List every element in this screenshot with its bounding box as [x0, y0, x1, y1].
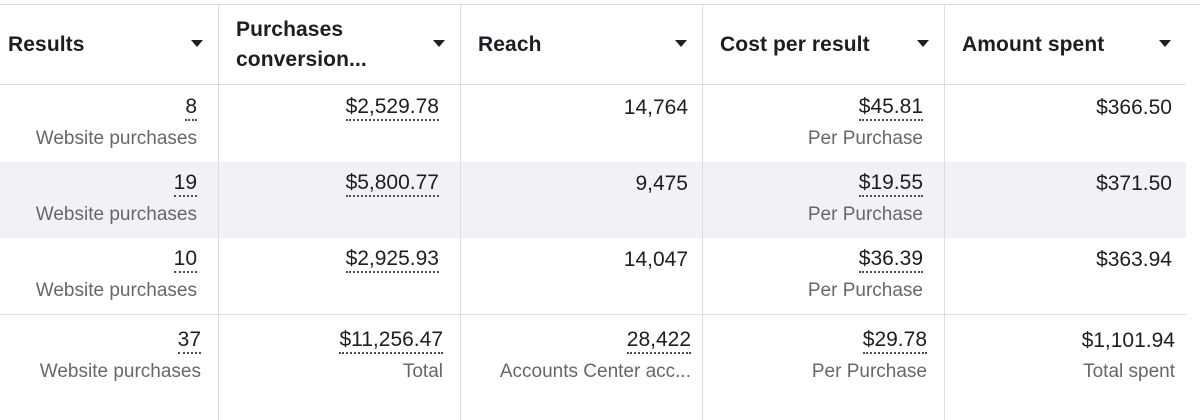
amount-value: $363.94 [1096, 248, 1172, 271]
header-label: Amount spent [962, 33, 1105, 56]
purchases-cell: $5,800.77 [219, 171, 460, 197]
total-divider [0, 314, 1200, 315]
total-reach-subtitle: Accounts Center acc... [499, 361, 691, 382]
results-value[interactable]: 8 [185, 95, 197, 121]
caret-down-icon[interactable] [191, 40, 203, 47]
total-row: 37 Website purchases [0, 328, 218, 384]
total-amount-subtitle: Total spent [1083, 361, 1175, 382]
column-divider [702, 5, 703, 420]
header-label: Results [8, 33, 85, 56]
header-label: Reach [478, 33, 542, 56]
header-label-line2: conversion... [236, 48, 367, 71]
reach-value: 14,047 [623, 248, 688, 271]
cost-subtitle: Per Purchase [807, 280, 923, 301]
column-divider [218, 5, 219, 420]
amount-value: $371.50 [1096, 172, 1172, 195]
total-cost-subtitle: Per Purchase [811, 361, 927, 382]
purchases-value[interactable]: $2,925.93 [345, 247, 439, 273]
caret-down-icon[interactable] [433, 40, 445, 47]
next-column-edge [1186, 5, 1200, 420]
amount-cell: $363.94 [945, 247, 1186, 273]
results-value[interactable]: 10 [173, 247, 197, 273]
total-amount-value: $1,101.94 [1081, 329, 1175, 352]
header-label: Cost per result [720, 33, 870, 56]
cost-cell: $36.39 Per Purchase [703, 247, 944, 303]
caret-down-icon[interactable] [917, 40, 929, 47]
results-value[interactable]: 19 [173, 171, 197, 197]
results-subtitle: Website purchases [35, 280, 197, 301]
column-header-amount-spent[interactable]: Amount spent [945, 5, 1186, 85]
table-row: 10 Website purchases [0, 247, 218, 303]
total-reach-value[interactable]: 28,422 [626, 328, 691, 354]
purchases-value[interactable]: $2,529.78 [345, 95, 439, 121]
table-top-border [0, 4, 1200, 5]
reach-cell: 14,047 [461, 247, 702, 273]
column-header-results[interactable]: Results [0, 5, 218, 85]
results-subtitle: Website purchases [35, 128, 197, 149]
amount-cell: $366.50 [945, 95, 1186, 121]
column-divider [944, 5, 945, 420]
total-reach-cell: 28,422 Accounts Center acc... [461, 328, 702, 384]
cost-cell: $45.81 Per Purchase [703, 95, 944, 151]
total-purchases-cell: $11,256.47 Total [219, 328, 460, 384]
cost-value[interactable]: $19.55 [858, 171, 923, 197]
caret-down-icon[interactable] [1159, 40, 1171, 47]
column-header-cost-per-result[interactable]: Cost per result [703, 5, 944, 85]
reach-value: 9,475 [635, 172, 688, 195]
cost-value[interactable]: $45.81 [858, 95, 923, 121]
total-results-subtitle: Website purchases [39, 361, 201, 382]
header-divider [0, 84, 1200, 85]
reach-cell: 14,764 [461, 95, 702, 121]
total-cost-value[interactable]: $29.78 [862, 328, 927, 354]
cost-cell: $19.55 Per Purchase [703, 171, 944, 227]
reach-value: 14,764 [623, 96, 688, 119]
total-results-value[interactable]: 37 [177, 328, 201, 354]
total-amount-cell: $1,101.94 Total spent [945, 328, 1186, 384]
cost-subtitle: Per Purchase [807, 128, 923, 149]
total-purchases-value[interactable]: $11,256.47 [339, 328, 443, 354]
reach-cell: 9,475 [461, 171, 702, 197]
total-purchases-subtitle: Total [402, 361, 443, 382]
row-highlight [0, 162, 1186, 238]
amount-value: $366.50 [1096, 96, 1172, 119]
results-subtitle: Website purchases [35, 204, 197, 225]
purchases-cell: $2,529.78 [219, 95, 460, 121]
purchases-cell: $2,925.93 [219, 247, 460, 273]
header-label-line1: Purchases [236, 18, 344, 41]
cost-value[interactable]: $36.39 [858, 247, 923, 273]
table-row: 19 Website purchases [0, 171, 218, 227]
purchases-value[interactable]: $5,800.77 [345, 171, 439, 197]
amount-cell: $371.50 [945, 171, 1186, 197]
column-header-reach[interactable]: Reach [461, 5, 702, 85]
cost-subtitle: Per Purchase [807, 204, 923, 225]
caret-down-icon[interactable] [675, 40, 687, 47]
table-row: 8 Website purchases [0, 95, 218, 151]
column-divider [460, 5, 461, 420]
column-header-purchases-conversion[interactable]: Purchases conversion... [219, 5, 460, 85]
total-cost-cell: $29.78 Per Purchase [703, 328, 944, 384]
